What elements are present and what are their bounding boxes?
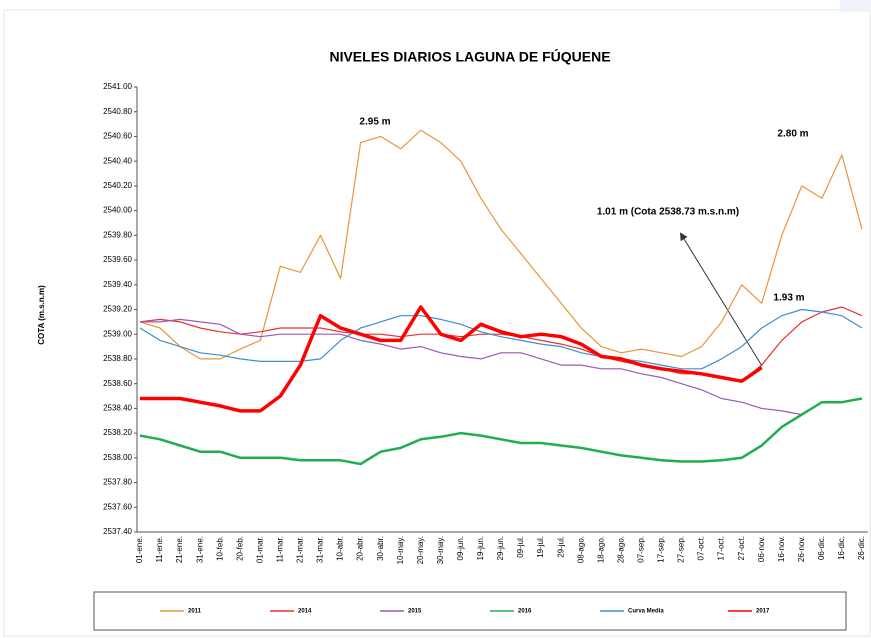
- y-tick-label: 2539.00: [103, 329, 132, 338]
- x-tick-label: 20-abr.: [356, 536, 365, 561]
- x-tick-label: 01-ene.: [135, 536, 144, 563]
- annotation: 2.80 m: [777, 129, 808, 140]
- y-tick-label: 2538.60: [103, 379, 132, 388]
- x-tick-label: 09-jul.: [516, 536, 525, 558]
- y-tick-label: 2538.20: [103, 428, 132, 437]
- x-tick-label: 30-abr.: [376, 536, 385, 561]
- legend-label: 2014: [298, 609, 312, 615]
- x-tick-label: 17-oct.: [717, 536, 726, 560]
- y-tick-label: 2539.20: [103, 305, 132, 314]
- x-tick-label: 10-may.: [396, 536, 405, 564]
- x-tick-label: 20-may.: [416, 536, 425, 564]
- legend-label: 2017: [756, 609, 770, 615]
- x-tick-label: 31-ene.: [195, 536, 204, 563]
- x-tick-label: 19-jun.: [476, 536, 485, 560]
- annotation: 2.95 m: [359, 117, 390, 128]
- x-tick-label: 07-sep.: [636, 536, 645, 563]
- x-tick-label: 29-jul.: [556, 536, 565, 558]
- y-tick-label: 2540.80: [103, 107, 132, 116]
- y-tick-label: 2538.40: [103, 403, 132, 412]
- x-tick-label: 11-ene.: [155, 536, 164, 563]
- annotation: 1.93 m: [773, 293, 804, 304]
- x-tick-label: 26-nov.: [797, 536, 806, 562]
- x-tick-label: 28-ago.: [616, 536, 625, 563]
- y-tick-label: 2541.00: [103, 82, 132, 91]
- x-tick-label: 01-mar.: [255, 536, 264, 563]
- legend-label: 2016: [518, 609, 532, 615]
- legend-box: [93, 591, 847, 631]
- series-line: [139, 308, 863, 370]
- x-tick-label: 16-nov.: [777, 536, 786, 562]
- legend-label: Curva Media: [628, 609, 664, 615]
- x-tick-label: 20-feb.: [235, 536, 244, 561]
- y-tick-label: 2538.00: [103, 453, 132, 462]
- legend-label: 2015: [408, 609, 422, 615]
- x-tick-label: 10-abr.: [336, 536, 345, 561]
- y-tick-label: 2540.40: [103, 156, 132, 165]
- y-tick-label: 2539.40: [103, 280, 132, 289]
- series-line: [139, 129, 863, 360]
- x-tick-label: 06-nov.: [757, 536, 766, 562]
- x-tick-label: 31-mar.: [316, 536, 325, 563]
- x-tick-label: 06-dic.: [817, 536, 826, 560]
- y-tick-label: 2537.60: [103, 502, 132, 511]
- y-tick-label: 2540.20: [103, 181, 132, 190]
- legend-label: 2011: [188, 609, 202, 615]
- x-tick-label: 07-oct.: [697, 536, 706, 560]
- annotation: 1.01 m (Cota 2538.73 m.s.n.m): [597, 207, 739, 218]
- x-tick-label: 27-sep.: [677, 536, 686, 563]
- series-line: [139, 397, 863, 466]
- series-line: [140, 318, 802, 416]
- y-tick-label: 2540.00: [103, 206, 132, 215]
- x-tick-label: 10-feb.: [215, 536, 224, 561]
- x-tick-label: 11-mar.: [275, 536, 284, 563]
- chart-title: NIVELES DIARIOS LAGUNA DE FÚQUENE: [329, 48, 610, 65]
- x-tick-label: 21-mar.: [296, 536, 305, 563]
- top-strip: [840, 0, 871, 12]
- y-axis-label: COTA (m.s.n.m): [37, 285, 46, 345]
- x-tick-label: 21-ene.: [175, 536, 184, 563]
- x-tick-label: 17-sep.: [657, 536, 666, 563]
- x-tick-label: 19-jul.: [536, 536, 545, 558]
- y-tick-label: 2537.80: [103, 478, 132, 487]
- x-tick-label: 16-dic.: [837, 536, 846, 560]
- y-tick-label: 2540.60: [103, 132, 132, 141]
- x-tick-label: 26-dic.: [857, 536, 866, 560]
- x-tick-label: 30-may.: [436, 536, 445, 564]
- x-tick-label: 08-ago.: [576, 536, 585, 563]
- x-tick-label: 29-jun.: [496, 536, 505, 560]
- y-tick-label: 2538.80: [103, 354, 132, 363]
- x-tick-label: 27-oct.: [737, 536, 746, 560]
- y-tick-label: 2539.60: [103, 255, 132, 264]
- x-tick-label: 09-jun.: [456, 536, 465, 560]
- arrow: [679, 232, 763, 367]
- series-line: [140, 305, 763, 413]
- x-tick-label: 18-ago.: [596, 536, 605, 563]
- y-tick-label: 2539.80: [103, 230, 132, 239]
- y-tick-label: 2537.40: [103, 527, 132, 536]
